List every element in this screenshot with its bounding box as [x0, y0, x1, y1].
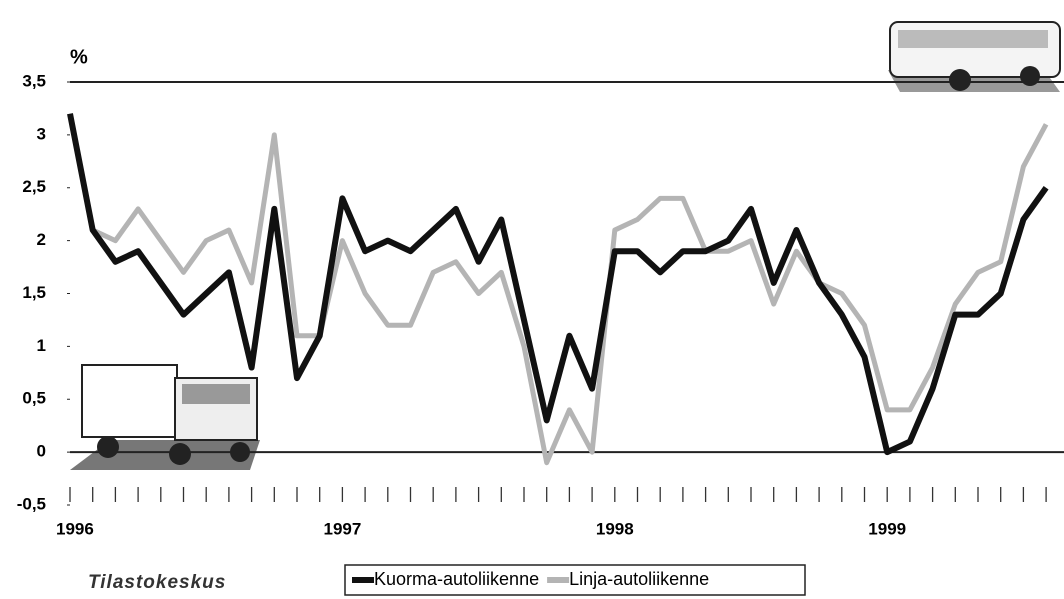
truck-icon: [70, 365, 260, 470]
y-tick-label: -0,5: [17, 494, 46, 513]
x-tick-label: 1997: [323, 519, 361, 538]
x-tick-label: 1996: [56, 519, 94, 538]
x-tick-label: 1998: [596, 519, 634, 538]
logo: Tilastokeskus: [0, 568, 226, 593]
logo-text: Tilastokeskus: [88, 572, 226, 593]
x-tick-label: 1999: [868, 519, 906, 538]
legend-label: Kuorma-autoliikenne: [374, 569, 539, 589]
chart: % Tilastokeskus -0,5 0 0,5 1 1,5 2 2,5 3 3,5 1996…: [0, 0, 1064, 599]
y-tick-label: 3: [37, 124, 46, 143]
y-tick-label: 1: [37, 336, 46, 355]
y-tick-label: 3,5: [22, 71, 46, 90]
y-tick-label: 2: [37, 230, 46, 249]
legend-label: Linja-autoliikenne: [569, 569, 709, 589]
y-tick-label: 2,5: [22, 177, 46, 196]
y-tick-label: 1,5: [22, 283, 46, 302]
y-axis-label: %: [70, 46, 88, 68]
y-tick-label: 0,5: [22, 389, 46, 408]
y-tick-label: 0: [37, 442, 46, 461]
